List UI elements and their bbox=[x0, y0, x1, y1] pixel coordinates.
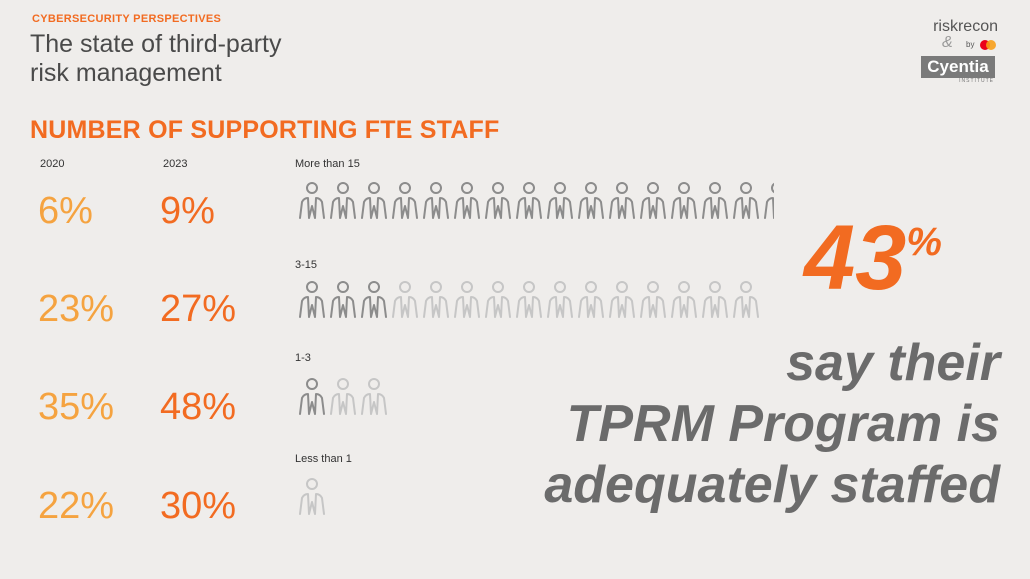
logo: riskrecon & by Cyentia INSTITUTE bbox=[900, 18, 1010, 84]
person-icon bbox=[454, 182, 480, 219]
riskrecon-logo-text: riskrecon bbox=[933, 18, 998, 35]
callout-line-3: adequately staffed bbox=[544, 456, 1000, 514]
callout-number: 43% bbox=[804, 208, 942, 326]
pct-2023: 48% bbox=[160, 386, 237, 428]
person-icon bbox=[702, 281, 728, 318]
pct-2020: 23% bbox=[38, 288, 115, 330]
person-icon bbox=[485, 281, 511, 318]
logo-amp-row: & by bbox=[900, 34, 1010, 56]
person-icon bbox=[423, 281, 449, 318]
category-label: 3-15 bbox=[295, 259, 318, 271]
callout-statement: say their TPRM Program is adequately sta… bbox=[440, 333, 1000, 516]
person-icon bbox=[361, 281, 387, 318]
category-label: Less than 1 bbox=[295, 453, 352, 465]
person-icon bbox=[578, 281, 604, 318]
person-icon bbox=[299, 281, 325, 318]
cyentia-logo-text: Cyentia bbox=[921, 56, 995, 78]
pct-2023: 27% bbox=[160, 288, 237, 330]
person-icon bbox=[330, 182, 356, 219]
year-label-2023: 2023 bbox=[163, 158, 188, 170]
pct-2023: 9% bbox=[160, 190, 215, 232]
section-title: NUMBER OF SUPPORTING FTE STAFF bbox=[30, 116, 500, 144]
subtitle-line-2: risk management bbox=[30, 59, 222, 87]
person-icon bbox=[671, 281, 697, 318]
people-icon-row bbox=[299, 281, 759, 318]
person-icon bbox=[733, 281, 759, 318]
callout-number-value: 43 bbox=[804, 207, 907, 309]
person-icon bbox=[702, 182, 728, 219]
mastercard-icon-overlap bbox=[986, 40, 996, 50]
person-icon bbox=[640, 281, 666, 318]
pct-2020: 22% bbox=[38, 485, 115, 527]
logo-by: by bbox=[966, 40, 975, 49]
person-icon bbox=[547, 182, 573, 219]
person-icon bbox=[392, 182, 418, 219]
person-icon bbox=[361, 378, 387, 415]
callout-line-1: say their bbox=[786, 334, 1000, 392]
callout-percent-sign: % bbox=[906, 220, 942, 264]
person-icon bbox=[640, 182, 666, 219]
person-icon bbox=[299, 378, 325, 415]
person-icon bbox=[609, 281, 635, 318]
pct-2023: 30% bbox=[160, 485, 237, 527]
person-icon bbox=[330, 378, 356, 415]
pct-2020: 35% bbox=[38, 386, 115, 428]
person-icon bbox=[516, 281, 542, 318]
category-label: 1-3 bbox=[295, 352, 311, 364]
category-label: More than 15 bbox=[295, 158, 360, 170]
person-icon bbox=[361, 182, 387, 219]
person-icon bbox=[578, 182, 604, 219]
subtitle: The state of third-party risk management bbox=[30, 30, 410, 88]
people-icon-row bbox=[299, 378, 387, 415]
person-icon bbox=[547, 281, 573, 318]
year-label-2020: 2020 bbox=[40, 158, 65, 170]
cyentia-institute-text: INSTITUTE bbox=[959, 78, 994, 84]
mastercard-icon bbox=[980, 40, 990, 50]
person-icon bbox=[299, 182, 325, 219]
person-icon bbox=[671, 182, 697, 219]
person-icon bbox=[299, 478, 325, 515]
subtitle-line-1: The state of third-party bbox=[30, 30, 282, 58]
person-icon bbox=[733, 182, 759, 219]
person-icon bbox=[423, 182, 449, 219]
person-icon bbox=[392, 281, 418, 318]
eyebrow-label: CYBERSECURITY PERSPECTIVES bbox=[32, 13, 222, 25]
people-icon-row bbox=[299, 478, 325, 515]
callout-line-2: TPRM Program is bbox=[566, 395, 1000, 453]
person-icon bbox=[609, 182, 635, 219]
person-icon bbox=[330, 281, 356, 318]
person-icon bbox=[485, 182, 511, 219]
logo-ampersand: & bbox=[942, 34, 953, 51]
person-icon bbox=[454, 281, 480, 318]
pct-2020: 6% bbox=[38, 190, 93, 232]
person-icon bbox=[516, 182, 542, 219]
person-icon bbox=[764, 182, 774, 219]
people-icon-row bbox=[299, 182, 774, 219]
